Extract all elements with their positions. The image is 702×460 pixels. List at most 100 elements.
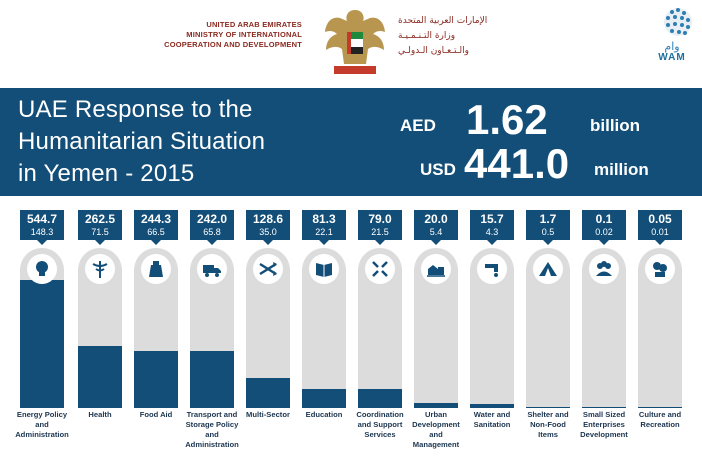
title-banner: UAE Response to the Humanitarian Situati…	[0, 88, 702, 196]
category-label-line: and	[205, 430, 219, 439]
wam-ar-text: وام	[664, 40, 679, 53]
value-label-usd: 0.02	[595, 227, 613, 237]
category-label-line: Health	[88, 410, 112, 419]
category-label-line: Urban	[425, 410, 447, 419]
aed-amount: 1.62	[466, 96, 548, 143]
coordination-arrows-icon	[365, 254, 395, 284]
value-label-box: 242.0 65.8	[190, 210, 234, 245]
water-tap-icon	[477, 254, 507, 284]
category-label-line: Items	[538, 430, 558, 439]
bar	[414, 403, 458, 408]
value-label-box: 128.6 35.0	[246, 210, 290, 245]
ministry-en-line: COOPERATION AND DEVELOPMENT	[164, 40, 302, 49]
category-label-line: and	[35, 420, 49, 429]
category-label-line: Food Aid	[139, 410, 173, 419]
category-label-line: Development	[412, 420, 460, 429]
bar	[134, 351, 178, 408]
uae-emblem-icon	[325, 10, 385, 74]
category-label-line: Recreation	[640, 420, 680, 429]
title-line: Humanitarian Situation	[18, 128, 266, 155]
value-label-box: 544.7 148.3	[20, 210, 64, 245]
value-label-usd: 66.5	[147, 227, 165, 237]
value-label-usd: 65.8	[203, 227, 221, 237]
value-label-box: 81.3 22.1	[302, 210, 346, 245]
value-label-aed: 128.6	[252, 212, 284, 226]
value-label-box: 15.7 4.3	[470, 210, 514, 245]
page-title: UAE Response to the Humanitarian Situati…	[18, 94, 348, 190]
usd-unit: million	[594, 160, 649, 179]
value-label-aed: 79.0	[368, 212, 392, 226]
bar	[582, 407, 626, 408]
bar	[526, 407, 570, 408]
ministry-ar-line: وزارة التـنـمـيـة	[398, 31, 456, 41]
bar-track	[134, 248, 178, 408]
category-label-line: Administration	[15, 430, 69, 439]
aed-total: AED 1.62 billion	[396, 98, 696, 142]
aed-unit: billion	[590, 116, 641, 135]
arrows-icon	[253, 254, 283, 284]
culture-icon	[645, 254, 675, 284]
value-label-usd: 4.3	[485, 227, 499, 237]
category-label-line: Coordination	[356, 410, 404, 419]
tent-icon	[533, 254, 563, 284]
value-label-aed: 262.5	[84, 212, 116, 226]
category-label-line: Storage Policy	[185, 420, 239, 429]
wam-logo-text: WAM	[658, 52, 686, 63]
bar	[78, 346, 122, 408]
ministry-en-line: UNITED ARAB EMIRATES	[206, 20, 302, 29]
value-label-usd: 21.5	[371, 227, 389, 237]
category-label-line: Multi-Sector	[246, 410, 290, 419]
title-line: UAE Response to the	[18, 96, 253, 123]
value-label-aed: 0.1	[595, 212, 613, 226]
header: UNITED ARAB EMIRATES MINISTRY OF INTERNA…	[0, 0, 702, 88]
category-label: Education	[288, 410, 360, 420]
value-label-box: 0.1 0.02	[582, 210, 626, 245]
bar-track	[302, 248, 346, 408]
usd-amount: 441.0	[464, 140, 570, 187]
bar	[190, 351, 234, 408]
category-label: Urban Development and Management	[400, 410, 472, 450]
wam-logo-icon: وام	[664, 8, 692, 53]
people-group-icon	[589, 254, 619, 284]
bar-track	[246, 248, 290, 408]
value-label-usd: 71.5	[91, 227, 109, 237]
ministry-en-line: MINISTRY OF INTERNATIONAL	[186, 30, 302, 39]
category-label: Coordination and Support Services	[344, 410, 416, 440]
usd-total: USD 441.0 million	[420, 142, 700, 186]
ministry-ar-line: الإمارات العربية المتحدة	[398, 16, 488, 26]
bar-track	[20, 248, 64, 408]
category-label-line: Transport and	[186, 410, 238, 419]
sector-bar-chart: 544.7 148.3 Energy Policy and Administration…	[0, 196, 702, 460]
value-label-usd: 22.1	[315, 227, 333, 237]
truck-icon	[197, 254, 227, 284]
category-label-line: Sanitation	[473, 420, 511, 429]
value-label-box: 1.7 0.5	[526, 210, 570, 245]
value-label-usd: 35.0	[259, 227, 277, 237]
bar	[20, 280, 64, 408]
value-label-usd: 0.01	[651, 227, 669, 237]
category-label-line: Administration	[185, 440, 239, 449]
bar	[246, 378, 290, 408]
bar-track	[582, 248, 626, 408]
bar	[470, 404, 514, 408]
caduceus-icon	[85, 254, 115, 284]
value-label-aed: 15.7	[480, 212, 504, 226]
category-label-line: Management	[412, 440, 460, 449]
value-label-aed: 0.05	[648, 212, 672, 226]
aed-currency: AED	[400, 116, 436, 135]
value-label-aed: 1.7	[539, 212, 557, 226]
category-label-line: and	[429, 430, 443, 439]
category-label-line: Culture and	[638, 410, 682, 419]
value-label-box: 79.0 21.5	[358, 210, 402, 245]
category-label-line: Shelter and	[527, 410, 569, 419]
bar-track	[526, 248, 570, 408]
value-label-box: 0.05 0.01	[638, 210, 682, 245]
bar-track	[358, 248, 402, 408]
category-label-line: Small Sized	[582, 410, 626, 419]
value-label-usd: 0.5	[541, 227, 555, 237]
value-label-usd: 148.3	[30, 227, 54, 237]
title-line: in Yemen - 2015	[18, 160, 195, 187]
category-label-line: Education	[305, 410, 343, 419]
usd-currency: USD	[420, 160, 456, 179]
category-label: Health	[64, 410, 136, 420]
